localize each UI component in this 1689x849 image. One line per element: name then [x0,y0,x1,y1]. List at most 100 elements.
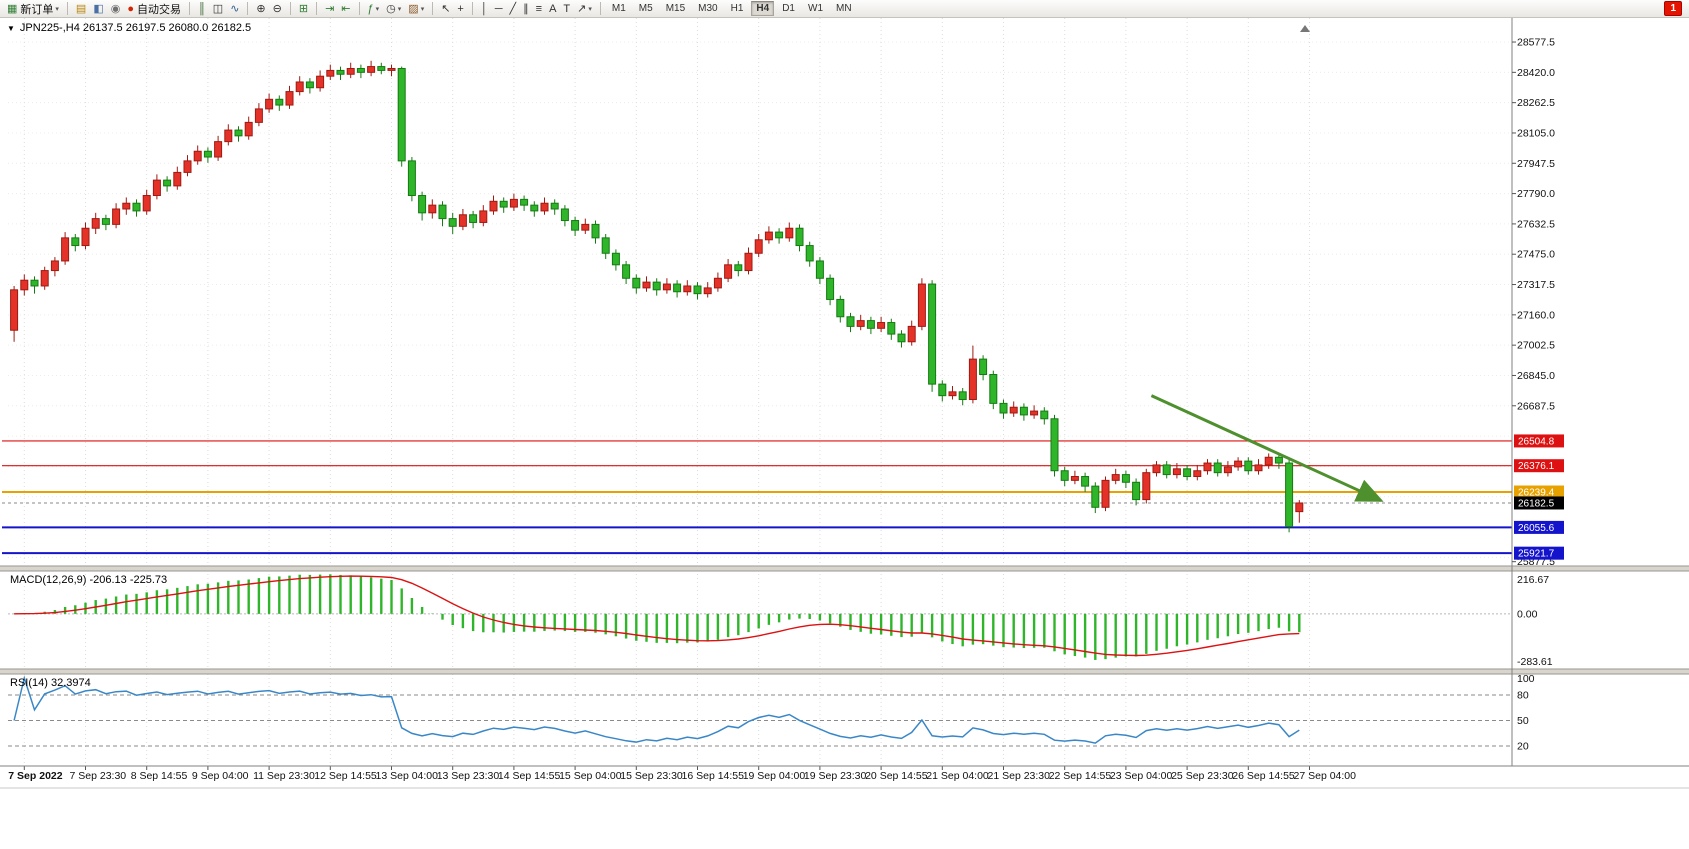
candle-body [683,285,692,293]
auto-scroll-icon[interactable]: ⇥ [322,1,337,17]
bar-chart-icon: ║ [198,2,206,15]
zoom-in-icon[interactable]: ⊕ [253,1,268,17]
chart-shift-icon[interactable]: ⇤ [338,1,353,17]
panel-splitter[interactable] [0,669,1689,674]
time-axis-label: 11 Sep 23:30 [253,770,315,782]
candle-body [1081,476,1090,487]
bar-chart-icon[interactable]: ║ [195,1,209,17]
trend-arrow-object[interactable] [1150,394,1384,502]
timeframe-m5[interactable]: M5 [638,3,653,14]
periods-icon[interactable]: ◷ ▾ [383,1,404,17]
price-axis-label: 28420.0 [1517,67,1555,79]
rsi-line [13,675,1300,744]
channel-icon[interactable]: ∥ [520,1,532,17]
indicators-icon[interactable]: ƒ ▾ [365,1,383,17]
candle-body [499,200,508,208]
text-label-icon[interactable]: T [560,1,573,17]
timeframe-w1[interactable]: W1 [808,3,823,14]
time-axis-label: 23 Sep 04:00 [1110,770,1173,782]
candle-body [754,239,763,254]
candle-body [203,150,212,158]
market-depth-icon[interactable]: ◉ [108,1,124,17]
price-line-label [1514,485,1564,499]
time-axis-label: 19 Sep 04:00 [743,770,806,782]
toolbar-separator [66,2,68,15]
auto-trading-button[interactable]: ● 自动交易 [124,1,184,17]
time-axis-label: 25 Sep 23:30 [1171,770,1234,782]
timeframe-h4[interactable]: H4 [751,1,775,16]
timeframe-h1[interactable]: H1 [730,3,744,14]
candle-body [673,283,682,293]
templates-icon[interactable]: ▨ ▾ [405,1,427,17]
tile-windows-icon[interactable]: ⊞ [296,1,311,17]
candle-body [163,179,172,187]
candle-body [1244,460,1253,472]
candle-body [1295,502,1304,513]
time-axis-label: 22 Sep 14:55 [1049,770,1112,782]
charts-icon[interactable]: ▤ [73,1,89,17]
zoom-out-icon: ⊖ [272,2,282,15]
dropdown-caret-icon: ▾ [420,5,425,13]
text-icon[interactable]: A [546,1,559,17]
cursor-icon[interactable]: ↖ [438,1,453,17]
panel-splitter[interactable] [0,566,1689,571]
zoom-out-icon[interactable]: ⊖ [270,1,285,17]
time-axis-label: 20 Sep 14:55 [865,770,928,782]
line-chart-icon[interactable]: ∿ [227,1,242,17]
candle-body [71,237,80,247]
profiles-icon: ◧ [93,2,104,15]
candle-body [1060,470,1069,481]
timeframe-m30[interactable]: M30 [698,3,718,14]
candle-body [448,218,457,227]
candle-body [326,69,335,77]
candle-body [1285,462,1294,528]
candle-body [1091,485,1100,508]
vertical-line-icon[interactable]: │ [478,1,491,17]
new-order-button-label: 新订单 [20,3,54,16]
rsi-scale-label: 50 [1517,715,1529,727]
candle-body [611,252,620,266]
chart-window[interactable]: 7 Sep 2022 7 Sep 23:30 8 Sep 14:55 9 Sep 04… [0,18,1689,849]
chart-collapse-icon[interactable]: ▼ [7,24,15,33]
candle-body [979,358,988,376]
candle-body [1050,418,1059,472]
candle-body [581,223,590,231]
trendline-icon: ╱ [509,2,517,15]
candle-body [877,322,886,329]
fibonacci-icon[interactable]: ≡ [533,1,545,17]
candle-body [152,179,161,197]
timeframe-m1[interactable]: M1 [611,3,626,14]
new-order-button[interactable]: ▦ 新订单 ▾ [4,1,62,17]
profiles-icon[interactable]: ◧ [90,1,106,17]
toolbar-separator [189,2,190,15]
macd-indicator-label: MACD(12,26,9) -206.13 -225.73 [10,574,168,586]
candlestick-chart-icon[interactable]: ◫ [210,1,226,17]
candle-body [224,129,233,143]
tile-windows-icon: ⊞ [298,2,309,15]
crosshair-icon[interactable]: + [454,1,466,17]
arrows-icon[interactable]: ↗ ▾ [574,1,595,17]
price-line-label-text: 26182.5 [1518,498,1555,509]
rsi-indicator-label: RSI(14) 32.3974 [10,677,91,689]
candle-body [458,214,467,227]
notification-badge[interactable]: 1 [1664,1,1682,16]
timeframe-m15[interactable]: M15 [665,3,686,14]
price-line-label [1514,496,1564,510]
candle-body [244,121,253,137]
chart-shift-marker[interactable] [1300,25,1310,32]
candle-body [173,171,182,187]
candle-body [968,358,977,401]
candle-body [724,264,733,279]
candle-body [846,316,855,327]
trendline-icon[interactable]: ╱ [507,1,520,17]
rsi-scale-label: 20 [1517,741,1529,753]
timeframe-d1[interactable]: D1 [782,3,795,14]
candle-body [958,391,967,401]
chart-canvas[interactable]: 7 Sep 2022 7 Sep 23:30 8 Sep 14:55 9 Sep 04… [0,18,1689,849]
candle-body [662,283,671,291]
price-axis-label: 27002.5 [1517,340,1555,352]
line-chart-icon: ∿ [230,2,240,15]
horizontal-line-icon[interactable]: ─ [492,1,506,17]
timeframe-mn[interactable]: MN [836,3,852,14]
new-order-icon: ▦ [7,2,18,15]
